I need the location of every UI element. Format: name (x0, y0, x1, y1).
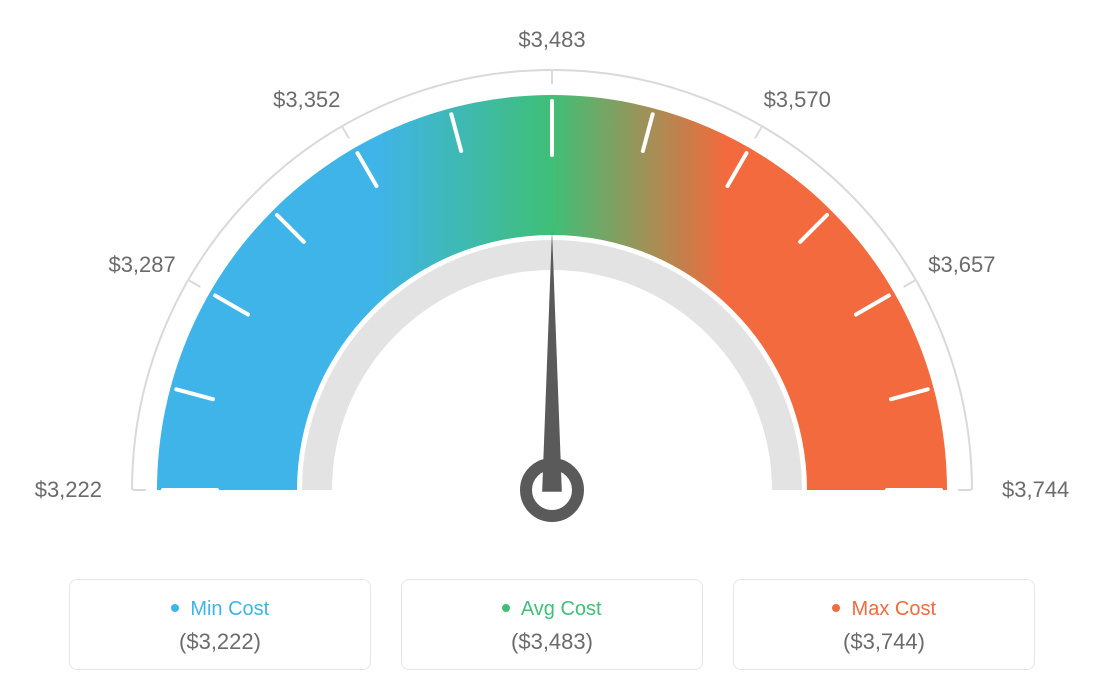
min-cost-title: Min Cost (70, 598, 370, 621)
min-cost-card: Min Cost ($3,222) (69, 579, 371, 670)
min-dot-icon (171, 604, 179, 612)
max-cost-card: Max Cost ($3,744) (733, 579, 1035, 670)
gauge-area: $3,222 $3,287 $3,352 $3,483 $3,570 $3,657 $3,7… (0, 0, 1104, 560)
max-dot-icon (832, 604, 840, 612)
avg-cost-title: Avg Cost (402, 598, 702, 621)
max-cost-title: Max Cost (734, 598, 1034, 621)
cost-gauge-chart: $3,222 $3,287 $3,352 $3,483 $3,570 $3,657 $3,7… (0, 0, 1104, 690)
gauge-tick-label: $3,744 (1002, 477, 1069, 503)
avg-dot-icon (502, 604, 510, 612)
avg-cost-label: Avg Cost (521, 598, 602, 620)
gauge-tick-label: $3,657 (928, 252, 995, 278)
max-cost-label: Max Cost (852, 598, 936, 620)
gauge-tick-label: $3,222 (35, 477, 102, 503)
gauge-tick-label: $3,287 (108, 252, 175, 278)
avg-cost-card: Avg Cost ($3,483) (401, 579, 703, 670)
gauge-tick-label: $3,483 (518, 27, 585, 53)
gauge-svg (0, 0, 1104, 560)
gauge-tick-label: $3,352 (273, 87, 340, 113)
min-cost-value: ($3,222) (70, 629, 370, 655)
avg-cost-value: ($3,483) (402, 629, 702, 655)
gauge-tick-label: $3,570 (764, 87, 831, 113)
max-cost-value: ($3,744) (734, 629, 1034, 655)
min-cost-label: Min Cost (190, 598, 269, 620)
summary-cards: Min Cost ($3,222) Avg Cost ($3,483) Max … (0, 579, 1104, 670)
